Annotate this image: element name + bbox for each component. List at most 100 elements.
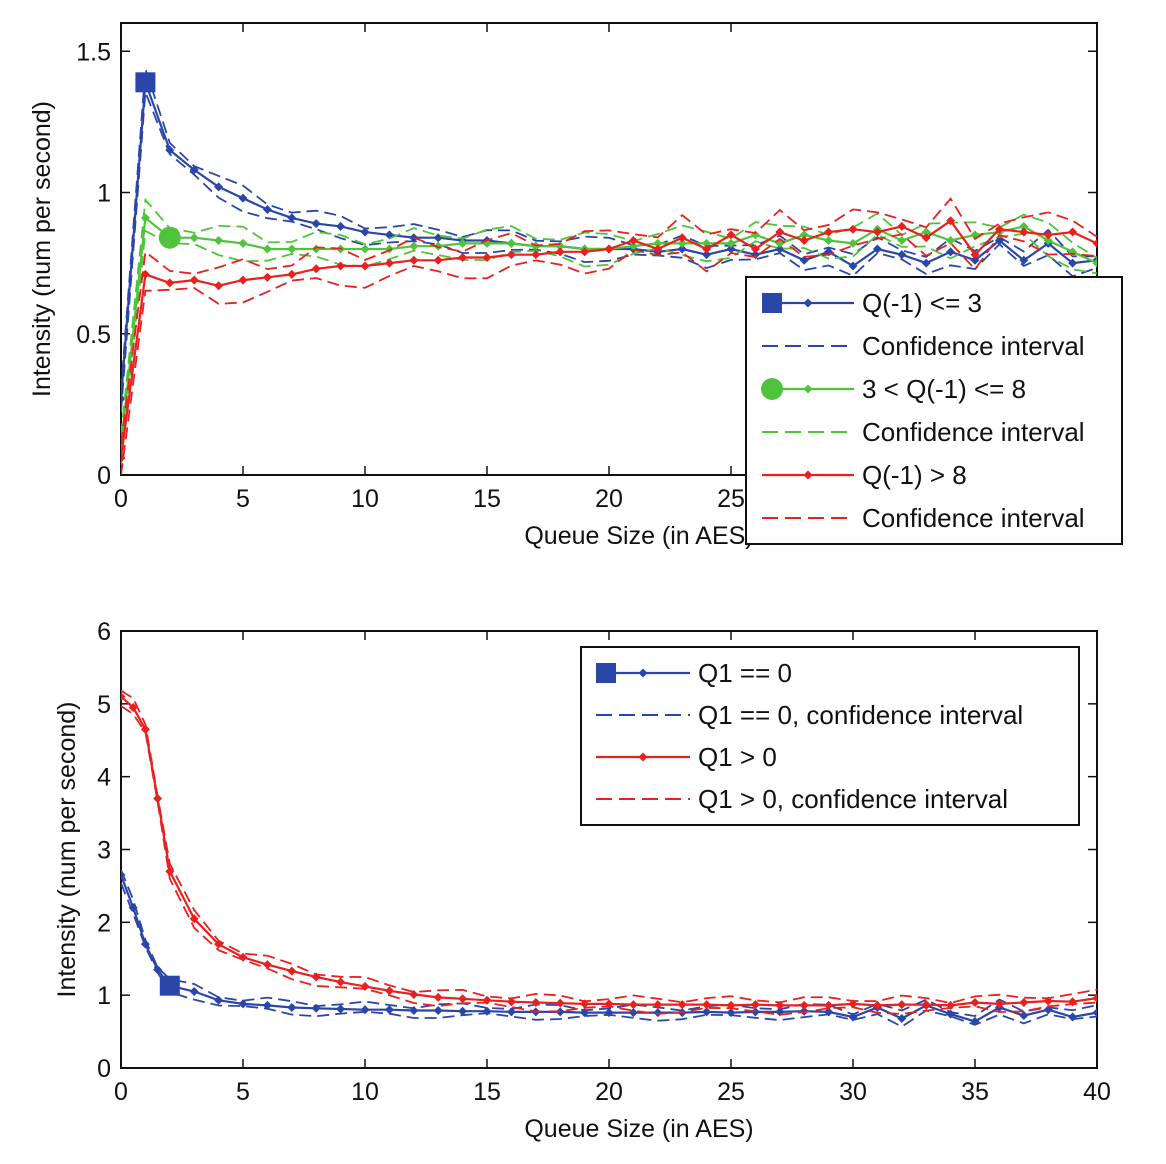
legend-item: Q(-1) > 8 — [762, 460, 967, 490]
series-1-point — [946, 1009, 956, 1019]
series-1-point — [604, 1008, 614, 1018]
series-1-point — [1068, 258, 1078, 268]
series-1-ci-lower — [121, 91, 1097, 413]
series-2-point — [970, 997, 980, 1007]
series-1-point — [287, 213, 297, 223]
series-2-point — [189, 914, 199, 924]
legend-box — [745, 276, 1123, 545]
plot-area — [121, 689, 1097, 1028]
legend-swatch-point — [803, 298, 813, 308]
series-2-point — [458, 238, 468, 248]
series-1-point — [555, 1007, 565, 1017]
series-3-point — [1043, 230, 1053, 240]
series-1-point — [726, 244, 736, 254]
legend-label: Q(-1) <= 3 — [862, 288, 982, 318]
series-2-point — [433, 992, 443, 1002]
chart-bottom: 0 5 10 15 20 25 30 35 40 0 1 2 3 4 5 6 Queue Size (in AE… — [53, 618, 1111, 1143]
x-tick-label: 25 — [717, 1078, 745, 1106]
series-3-point — [165, 278, 175, 288]
series-2-point — [262, 960, 272, 970]
series-3-point — [189, 275, 199, 285]
series-2-point — [726, 238, 736, 248]
y-tick-label: 4 — [97, 764, 111, 792]
x-axis-label: Queue Size (in AES) — [524, 522, 753, 550]
x-tick-label: 0 — [114, 1078, 128, 1106]
legend-swatch-marker — [762, 293, 782, 313]
series-2-point — [238, 238, 248, 248]
series-3-point — [482, 252, 492, 262]
series-1-point — [189, 987, 199, 997]
legend-item: Q(-1) <= 3 — [762, 288, 982, 318]
y-tick-label: 5 — [97, 691, 111, 719]
series-2-point — [897, 1000, 907, 1010]
series-3-point — [580, 247, 590, 257]
series-2-point — [214, 236, 224, 246]
legend-box — [580, 646, 1080, 826]
series-2-point — [555, 998, 565, 1008]
series-3-point — [994, 224, 1004, 234]
series-1-point — [726, 1008, 736, 1018]
series-1-point — [872, 244, 882, 254]
series-3-point — [214, 281, 224, 291]
y-tick-label: 0 — [97, 462, 111, 490]
series-3-point — [1068, 227, 1078, 237]
series-2-point — [824, 236, 834, 246]
series-3-point — [726, 230, 736, 240]
series-2-point — [1043, 996, 1053, 1006]
series-2-point — [384, 986, 394, 996]
x-tick-label: 20 — [595, 485, 623, 513]
series-3-ci-upper — [121, 197, 1097, 445]
series-2-point — [1068, 247, 1078, 257]
series-3-point — [702, 244, 712, 254]
series-1-point — [482, 1006, 492, 1016]
series-1-point — [409, 1005, 419, 1015]
series-3 — [121, 197, 1097, 475]
series-1-point — [702, 1007, 712, 1017]
series-2-point — [153, 794, 163, 804]
series-3-point — [262, 272, 272, 282]
legend-swatch-point — [638, 668, 648, 678]
series-2-highlight-marker — [158, 226, 181, 249]
series-3-point — [433, 255, 443, 265]
series-2-point — [750, 1000, 760, 1010]
series-3-point — [750, 244, 760, 254]
legend-item: Q1 > 0 — [596, 742, 777, 772]
series-3-point — [1092, 238, 1097, 248]
series-2-point — [262, 244, 272, 254]
series-3-point — [458, 252, 468, 262]
x-tick-label: 35 — [961, 1078, 989, 1106]
chart-top: 0 5 10 15 20 25 0 0.5 1 1.5 Queue Size (in AES) Int… — [28, 22, 1123, 550]
series-2-point — [872, 1000, 882, 1010]
series-3-point — [946, 216, 956, 226]
legend-swatch-marker — [761, 378, 783, 400]
series-3-point — [799, 236, 809, 246]
series-2-point — [238, 952, 248, 962]
series-1-point — [311, 219, 321, 229]
series-1-point — [214, 995, 224, 1005]
legend-item: Q1 == 0, confidence interval — [596, 700, 1023, 730]
series-1-point — [433, 1005, 443, 1015]
series-1-highlight-marker — [135, 72, 156, 93]
series-2-ci-lower — [121, 229, 1097, 465]
series-2-point — [287, 966, 297, 976]
series-2-point — [946, 1000, 956, 1010]
legend-label: Q1 > 0 — [698, 742, 777, 772]
series-1-point — [702, 250, 712, 260]
series-1-point — [121, 394, 126, 404]
series-1-point — [360, 227, 370, 237]
series-2-point — [506, 997, 516, 1007]
series-2-point — [360, 244, 370, 254]
legend-label: Confidence interval — [862, 417, 1085, 447]
series-2-point — [506, 238, 516, 248]
series-2-point — [848, 238, 858, 248]
y-axis-label: Intensity (num per second) — [28, 101, 56, 397]
series-1-point — [153, 965, 163, 975]
series-3-point — [970, 250, 980, 260]
series-2-point — [458, 994, 468, 1004]
series-1-point — [262, 204, 272, 214]
series-1-point — [262, 1000, 272, 1010]
series-2-point — [409, 241, 419, 251]
series-1-point — [897, 1013, 907, 1023]
series-1-point — [1068, 1012, 1078, 1022]
